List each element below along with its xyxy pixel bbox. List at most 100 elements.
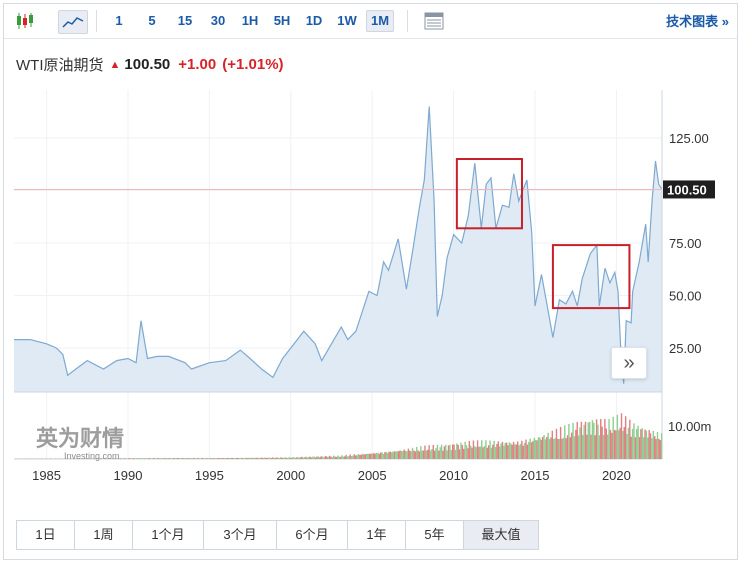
period-3m[interactable]: 3个月 bbox=[204, 521, 277, 549]
volume-bar bbox=[633, 423, 635, 459]
volume-bar bbox=[551, 430, 554, 459]
timeframe-1h[interactable]: 1H bbox=[241, 13, 259, 28]
period-1y[interactable]: 1年 bbox=[348, 521, 406, 549]
volume-bar bbox=[182, 458, 184, 459]
volume-bar bbox=[613, 429, 616, 459]
volume-bar bbox=[420, 446, 422, 459]
volume-bar bbox=[400, 450, 403, 459]
volume-bar bbox=[489, 440, 491, 459]
scroll-to-latest-button[interactable]: » bbox=[611, 347, 647, 379]
period-1w[interactable]: 1周 bbox=[75, 521, 133, 549]
period-1m[interactable]: 1个月 bbox=[133, 521, 204, 549]
volume-bar bbox=[154, 458, 156, 459]
volume-bar bbox=[360, 454, 363, 459]
volume-axis-label: 10.00m bbox=[668, 419, 711, 434]
toolbar-divider bbox=[407, 10, 408, 32]
volume-bar bbox=[104, 458, 107, 459]
volume-bar bbox=[189, 457, 191, 459]
volume-bar bbox=[115, 458, 118, 459]
volume-bar bbox=[584, 421, 587, 459]
volume-bar bbox=[640, 429, 642, 459]
volume-bar bbox=[636, 429, 638, 459]
x-tick-label: 2020 bbox=[602, 468, 631, 483]
volume-bar bbox=[590, 434, 592, 459]
volume-bar bbox=[125, 458, 127, 459]
toolbar-divider bbox=[96, 10, 97, 32]
y-tick-label: 75.00 bbox=[669, 236, 702, 251]
area-chart-icon[interactable] bbox=[58, 10, 88, 34]
volume-bar bbox=[494, 447, 497, 459]
volume-bar bbox=[128, 458, 130, 459]
volume-bar bbox=[535, 439, 537, 459]
volume-bar bbox=[308, 456, 310, 459]
timeframe-5h[interactable]: 5H bbox=[273, 13, 291, 28]
volume-bar bbox=[208, 458, 210, 459]
volume-bar bbox=[562, 437, 565, 459]
period-1d[interactable]: 1日 bbox=[17, 521, 75, 549]
volume-bar bbox=[644, 429, 646, 459]
volume-bar bbox=[111, 458, 113, 459]
volume-bar bbox=[291, 457, 293, 459]
volume-bar bbox=[270, 457, 273, 459]
volume-bar bbox=[319, 457, 321, 459]
period-6m[interactable]: 6个月 bbox=[277, 521, 348, 549]
volume-bar bbox=[605, 428, 607, 459]
volume-bar bbox=[413, 450, 415, 459]
volume-bar bbox=[132, 458, 134, 459]
volume-bar bbox=[309, 456, 311, 459]
volume-bar bbox=[579, 427, 581, 459]
timeframe-30[interactable]: 30 bbox=[210, 13, 226, 28]
volume-bar bbox=[507, 445, 509, 459]
volume-bar bbox=[296, 456, 299, 459]
volume-bar bbox=[123, 458, 126, 459]
volume-bar bbox=[472, 440, 475, 459]
period-max[interactable]: 最大值 bbox=[464, 521, 538, 549]
volume-bar bbox=[284, 457, 286, 459]
volume-bar bbox=[362, 453, 364, 459]
volume-bar bbox=[606, 434, 609, 459]
volume-bar bbox=[511, 444, 513, 459]
volume-bar bbox=[580, 421, 583, 459]
technical-chart-link[interactable]: 技术图表 » bbox=[666, 14, 729, 29]
volume-bar bbox=[339, 456, 342, 459]
period-selector: 1日 1周 1个月 3个月 6个月 1年 5年 最大值 bbox=[16, 520, 539, 550]
volume-bar bbox=[471, 447, 473, 459]
up-arrow-icon: ▲ bbox=[109, 58, 121, 71]
volume-bar bbox=[165, 457, 167, 459]
volume-bar bbox=[497, 441, 500, 459]
volume-bar bbox=[435, 448, 437, 459]
timeframe-5[interactable]: 5 bbox=[148, 13, 156, 28]
volume-bar bbox=[155, 458, 158, 459]
volume-bar bbox=[234, 458, 237, 459]
volume-bar bbox=[240, 457, 242, 459]
volume-bar bbox=[572, 422, 574, 459]
volume-bar bbox=[558, 438, 560, 459]
volume-bar bbox=[554, 438, 556, 459]
timeframe-1m[interactable]: 1M bbox=[366, 10, 394, 32]
double-chevron-right-icon: » bbox=[623, 351, 635, 374]
period-5y[interactable]: 5年 bbox=[406, 521, 464, 549]
volume-bar bbox=[317, 456, 320, 459]
candlestick-icon[interactable] bbox=[12, 10, 38, 32]
volume-bar bbox=[231, 457, 234, 459]
volume-bar bbox=[577, 435, 580, 459]
volume-bar bbox=[624, 416, 627, 459]
volume-bar bbox=[391, 452, 393, 459]
timeframe-15[interactable]: 15 bbox=[177, 13, 193, 28]
volume-bar bbox=[212, 458, 214, 459]
last-price-tag bbox=[663, 180, 715, 199]
timeframe-1w[interactable]: 1W bbox=[337, 13, 357, 28]
volume-bar bbox=[532, 441, 534, 459]
volume-bar bbox=[288, 457, 291, 459]
table-icon[interactable] bbox=[422, 10, 446, 32]
volume-bar bbox=[356, 455, 358, 459]
volume-bar bbox=[521, 440, 523, 459]
volume-bar bbox=[313, 456, 315, 459]
volume-bar bbox=[158, 458, 160, 459]
timeframe-1[interactable]: 1 bbox=[115, 13, 123, 28]
timeframe-1d[interactable]: 1D bbox=[305, 13, 323, 28]
volume-bar bbox=[450, 450, 452, 459]
volume-bar bbox=[537, 437, 540, 459]
y-tick-label: 50.00 bbox=[669, 289, 702, 304]
